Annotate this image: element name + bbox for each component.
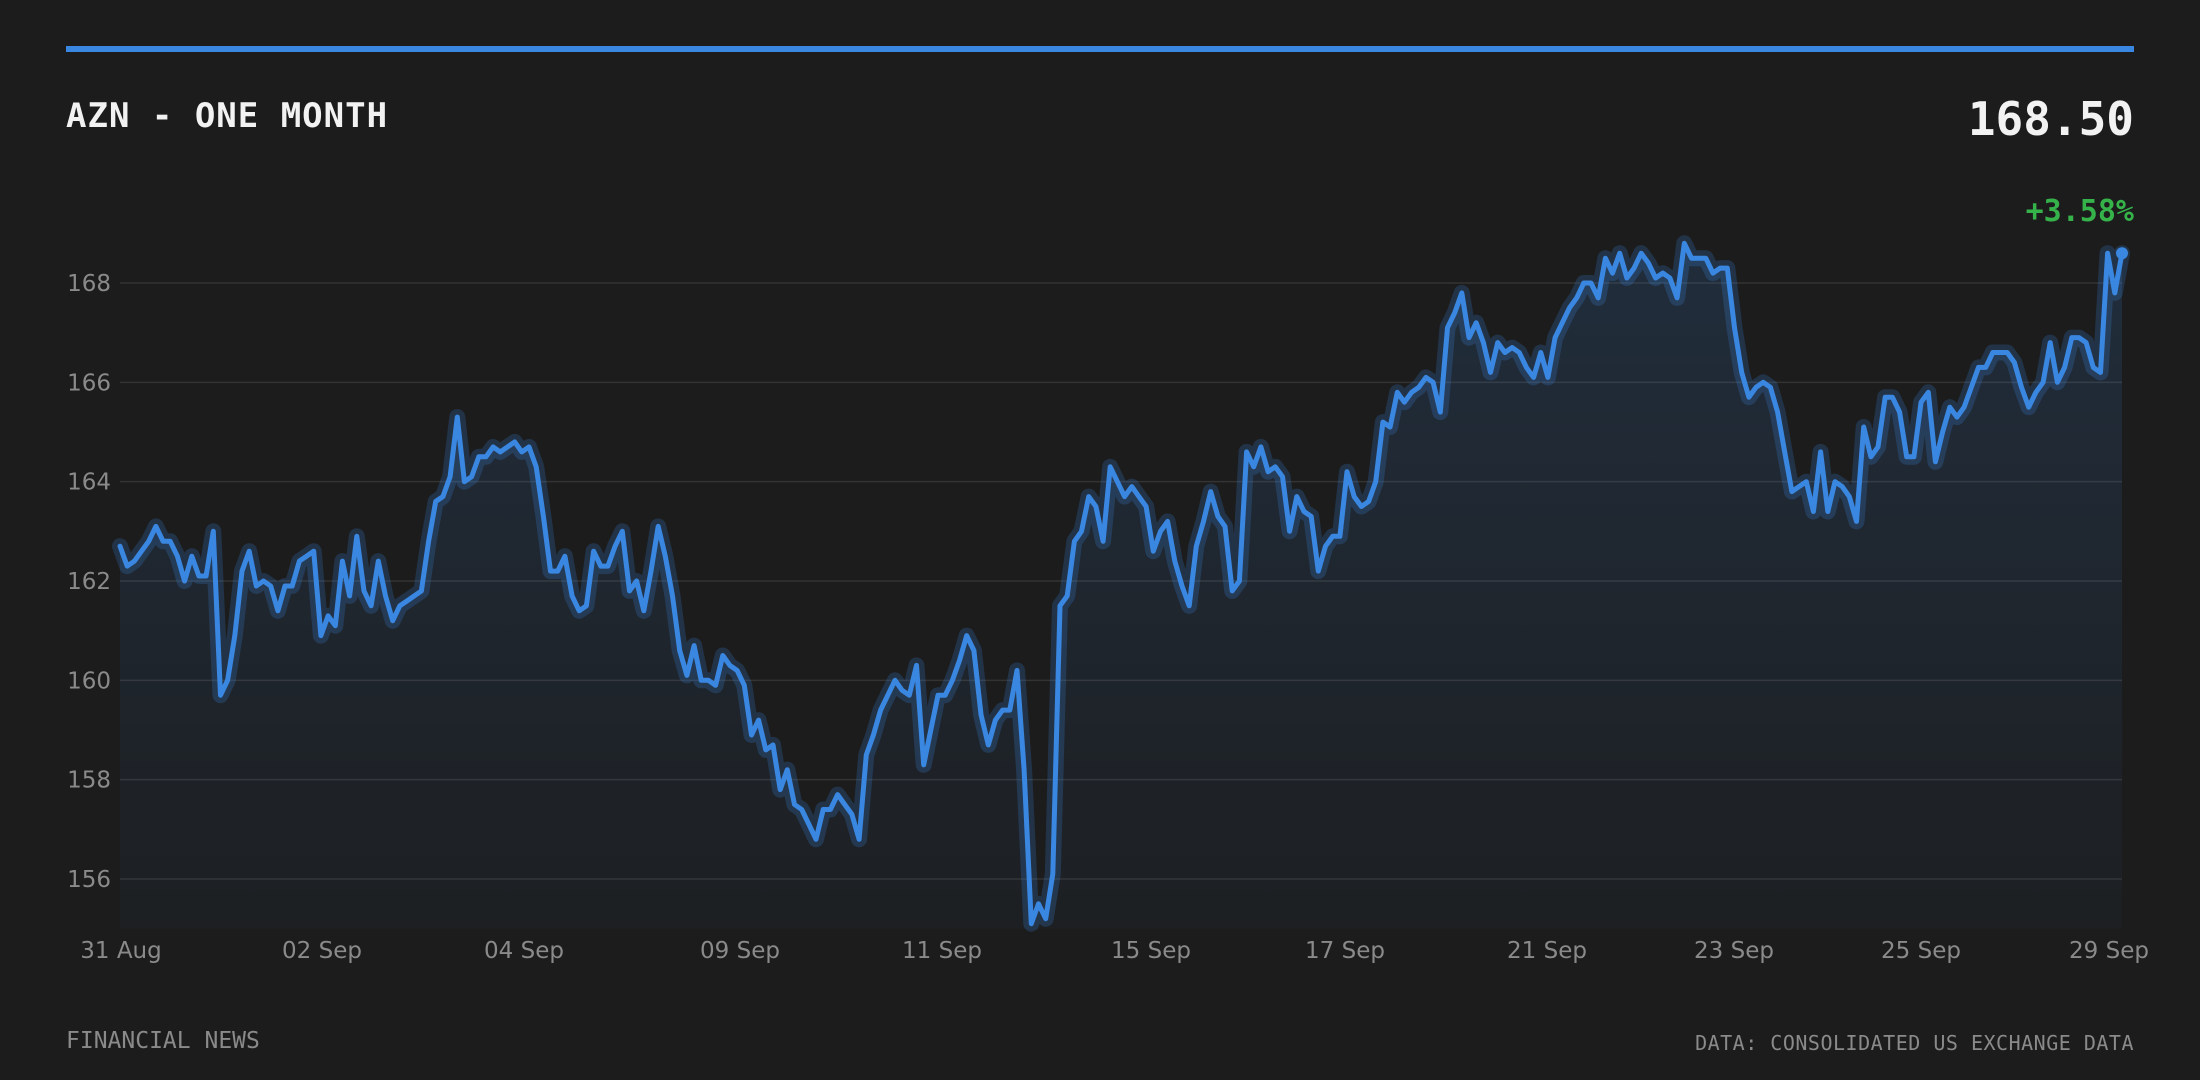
y-tick-label: 168 <box>67 271 111 297</box>
x-tick-label: 11 Sep <box>902 938 982 964</box>
x-tick-label: 02 Sep <box>282 938 362 964</box>
y-tick-label: 162 <box>67 569 111 595</box>
area-fill-path <box>120 243 2122 929</box>
y-tick-label: 164 <box>67 470 111 496</box>
x-tick-label: 23 Sep <box>1694 938 1774 964</box>
x-tick-label: 31 Aug <box>80 938 162 964</box>
x-tick-label: 21 Sep <box>1507 938 1587 964</box>
x-axis-labels: 31 Aug 02 Sep 04 Sep 09 Sep 11 Sep 15 Sep 17 S… <box>80 938 2149 964</box>
x-tick-label: 29 Sep <box>2069 938 2149 964</box>
y-axis-labels: 156 158 160 162 164 166 168 <box>67 271 111 893</box>
x-tick-label: 25 Sep <box>1881 938 1961 964</box>
x-tick-label: 04 Sep <box>484 938 564 964</box>
y-tick-label: 160 <box>67 668 111 694</box>
chart-title: AZN - ONE MONTH <box>66 96 389 136</box>
x-tick-label: 17 Sep <box>1305 938 1385 964</box>
y-tick-label: 158 <box>67 768 111 794</box>
x-tick-label: 09 Sep <box>700 938 780 964</box>
price-line <box>112 235 2130 932</box>
footer-source-left: FINANCIAL NEWS <box>66 1028 260 1054</box>
area-fill <box>120 243 2122 929</box>
y-tick-label: 166 <box>67 370 111 396</box>
y-tick-label: 156 <box>67 867 111 893</box>
accent-bar <box>66 46 2134 52</box>
price-change: +3.58% <box>2025 194 2134 229</box>
x-tick-label: 15 Sep <box>1111 938 1191 964</box>
price-line-path <box>117 240 2125 927</box>
last-price-point <box>2116 247 2128 260</box>
current-price: 168.50 <box>1967 92 2134 146</box>
footer-source-right: DATA: CONSOLIDATED US EXCHANGE DATA <box>1695 1031 2134 1055</box>
